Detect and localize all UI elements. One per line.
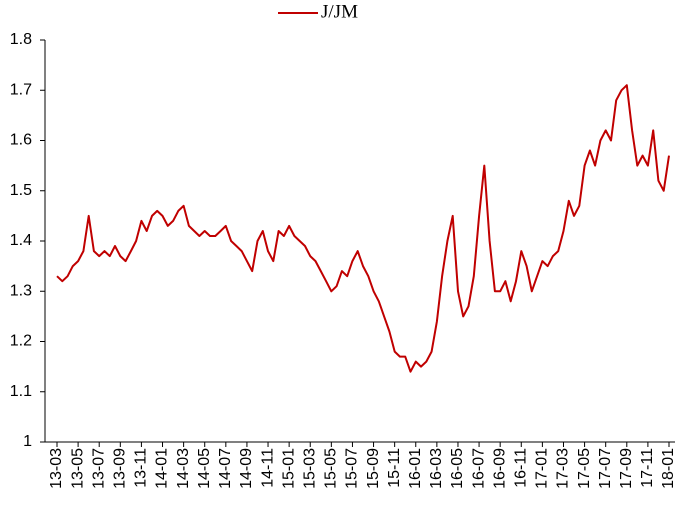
- x-tick-label: 16-07: [470, 448, 487, 489]
- x-tick-label: 18-01: [660, 448, 677, 489]
- x-tick-label: 17-09: [618, 448, 635, 489]
- x-tick-label: 16-11: [512, 448, 529, 488]
- x-tick-label: 17-11: [639, 448, 656, 488]
- x-tick-label: 14-11: [259, 448, 276, 488]
- x-tick-label: 17-07: [597, 448, 614, 489]
- x-tick-label: 17-03: [555, 448, 572, 489]
- x-tick-label: 13-07: [90, 448, 107, 489]
- x-tick-label: 15-03: [301, 448, 318, 489]
- y-tick-label: 1.8: [10, 31, 32, 48]
- x-tick-label: 16-09: [491, 448, 508, 489]
- y-tick-label: 1.6: [10, 132, 32, 149]
- x-tick-label: 17-05: [576, 448, 593, 489]
- x-tick-label: 14-09: [238, 448, 255, 489]
- x-tick-label: 15-05: [323, 448, 340, 489]
- y-tick-label: 1.1: [10, 383, 32, 400]
- x-tick-label: 17-01: [534, 448, 551, 489]
- x-tick-label: 16-01: [407, 448, 424, 489]
- x-tick-label: 13-03: [48, 448, 65, 489]
- data-line: [56, 84, 670, 373]
- x-tick-label: 16-05: [449, 448, 466, 489]
- x-tick-label: 13-05: [69, 448, 86, 489]
- x-tick-label: 15-01: [280, 448, 297, 489]
- x-tick-label: 14-05: [196, 448, 213, 489]
- x-tick-label: 16-03: [428, 448, 445, 489]
- y-tick-label: 1.2: [10, 333, 32, 350]
- x-tick-label: 14-03: [175, 448, 192, 489]
- y-tick-label: 1.5: [10, 182, 32, 199]
- x-tick-label: 13-11: [133, 448, 150, 488]
- legend-entry: J/JM: [321, 1, 358, 22]
- y-tick-label: 1.3: [10, 282, 32, 299]
- y-tick-label: 1.7: [10, 81, 32, 98]
- y-tick-label: 1: [23, 433, 32, 450]
- x-tick-label: 15-07: [344, 448, 361, 489]
- x-tick-label: 14-01: [154, 448, 171, 489]
- x-tick-label: 14-07: [217, 448, 234, 489]
- x-tick-label: 13-09: [112, 448, 129, 489]
- x-tick-label: 15-09: [365, 448, 382, 489]
- x-tick-label: 15-11: [386, 448, 403, 488]
- y-tick-label: 1.4: [10, 232, 32, 249]
